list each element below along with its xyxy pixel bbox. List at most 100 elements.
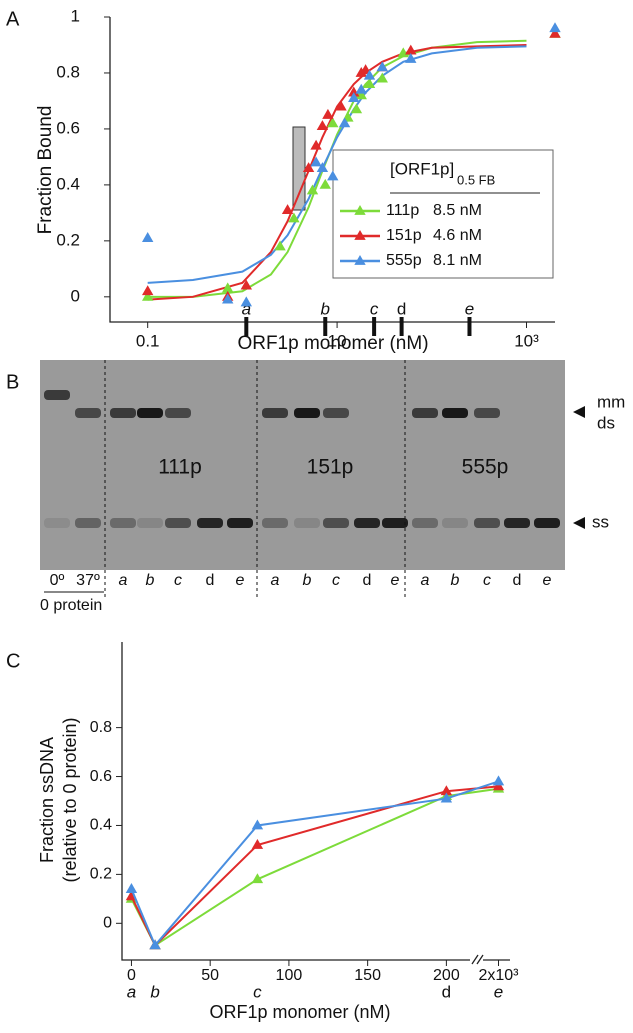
band-label: ss [592, 512, 609, 531]
band-label: ds [597, 413, 615, 432]
data-point [549, 27, 561, 38]
axes [121, 642, 510, 961]
gel-band [442, 518, 468, 528]
data-point [306, 184, 319, 195]
gel-band [262, 408, 288, 418]
data-point [348, 92, 360, 103]
gel-band [294, 408, 320, 418]
data-point [335, 100, 347, 111]
x-letter: d [442, 982, 451, 1001]
gel-band [474, 518, 500, 528]
data-point [355, 83, 367, 94]
gel-band [382, 518, 408, 528]
series-line [130, 785, 499, 948]
gel-band [323, 408, 349, 418]
gel-band [412, 518, 438, 528]
lane-label: a [421, 572, 430, 589]
data-point [363, 78, 376, 89]
lane-label: 37º [76, 572, 100, 589]
gel-band [294, 518, 320, 528]
series-line [130, 780, 499, 948]
lane-label: a [119, 572, 128, 589]
lane-label: d [363, 572, 372, 589]
gel-band [504, 518, 530, 528]
y-axis-label: (relative to 0 protein) [60, 717, 80, 882]
lane-label: d [206, 572, 215, 589]
gel-band [110, 408, 136, 418]
gel-image [40, 360, 565, 570]
lane-label: e [236, 572, 245, 589]
gel-band [165, 408, 191, 418]
x-tick-label: 150 [354, 967, 381, 984]
panel-label: A [6, 8, 20, 30]
gel-band [44, 390, 70, 400]
data-point [327, 170, 339, 181]
highlight-box [292, 126, 306, 211]
x-tick-label: 0 [127, 967, 136, 984]
data-point [350, 103, 363, 114]
y-tick-label: 0.6 [56, 118, 80, 137]
data-point [302, 162, 315, 173]
legend-value: 8.5 nM [433, 202, 482, 219]
y-tick-label: 1 [71, 6, 80, 25]
data-point [327, 117, 339, 128]
y-tick-label: 0 [103, 915, 112, 932]
lane-label: a [271, 572, 280, 589]
x-tick-label: 10³ [514, 331, 539, 350]
legend-value: 4.6 nM [433, 227, 482, 244]
lane-label: 0º [50, 572, 65, 589]
gel-band [75, 408, 101, 418]
legend-marker [354, 255, 366, 265]
marker-label: a [242, 299, 251, 318]
data-point [348, 86, 360, 97]
gel-band [227, 518, 253, 528]
lane-label: c [174, 572, 182, 589]
marker-label: d [397, 299, 406, 318]
legend-title: [ORF1p] [390, 159, 454, 178]
y-axis-label: Fraction ssDNA [37, 737, 57, 863]
x-tick-label: 2x10³ [478, 967, 519, 984]
band-arrow [573, 517, 585, 529]
panel-label: B [6, 371, 19, 393]
data-point [310, 139, 322, 150]
fit-curve [147, 43, 527, 301]
data-point [240, 296, 253, 307]
gel-band [442, 408, 468, 418]
legend [332, 149, 554, 279]
data-point [149, 939, 161, 950]
axis-break [471, 954, 484, 965]
data-point [316, 162, 329, 173]
fit-curve [147, 45, 527, 284]
gel-band [165, 518, 191, 528]
lane-label: c [332, 572, 340, 589]
y-tick-label: 0.2 [90, 866, 112, 883]
data-point [251, 839, 264, 849]
data-point [281, 204, 294, 214]
y-tick-label: 0.8 [56, 62, 80, 81]
legend-marker [354, 230, 366, 240]
data-point [338, 117, 351, 128]
data-point [274, 240, 286, 251]
group-label: 151p [307, 456, 354, 479]
lane-label: e [543, 572, 552, 589]
axes [109, 17, 555, 323]
legend-title-sub: 0.5 FB [457, 172, 495, 187]
marker-label: b [321, 299, 330, 318]
gel-band [44, 518, 70, 528]
y-tick-label: 0.8 [90, 719, 112, 736]
lane-label: c [483, 572, 491, 589]
gel-band [137, 408, 163, 418]
data-point [440, 785, 453, 796]
lane-label: b [146, 572, 155, 589]
data-point [405, 52, 417, 63]
data-point [440, 792, 453, 803]
data-point [549, 22, 561, 33]
data-point [141, 290, 154, 301]
gel-band [197, 518, 223, 528]
x-tick-label: 50 [201, 967, 219, 984]
data-point [310, 156, 322, 167]
gel-band [137, 518, 163, 528]
data-point [363, 69, 376, 80]
legend-marker [354, 205, 366, 215]
